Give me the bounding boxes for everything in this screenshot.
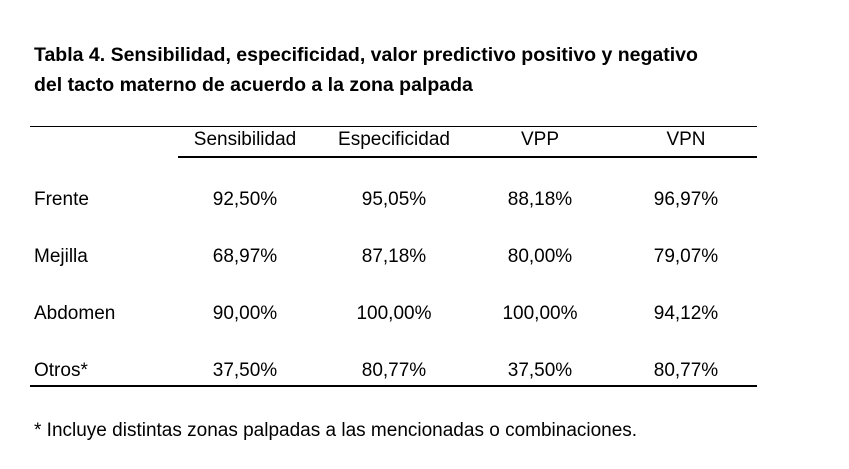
table-cell: 90,00%: [212, 303, 278, 324]
table-cell: 37,50%: [507, 360, 573, 381]
table-cell: 100,00%: [356, 303, 432, 324]
table-cell: 80,77%: [361, 360, 427, 381]
table-cell: 96,97%: [653, 189, 719, 210]
table-title: Tabla 4. Sensibilidad, especificidad, va…: [34, 40, 834, 100]
table-cell: 92,50%: [212, 189, 278, 210]
row-label-abdomen: Abdomen: [34, 303, 116, 324]
table-cell: 79,07%: [653, 246, 719, 267]
table-cell: 37,50%: [212, 360, 278, 381]
table-cell: 80,77%: [653, 360, 719, 381]
bottom-rule: [30, 385, 757, 387]
table-title-line-1: Tabla 4. Sensibilidad, especificidad, va…: [34, 44, 698, 66]
row-label-mejilla: Mejilla: [34, 246, 88, 267]
header-vpp: VPP: [520, 129, 560, 150]
table-title-line-2: del tacto materno de acuerdo a la zona p…: [34, 74, 473, 96]
table-cell: 94,12%: [653, 303, 719, 324]
table-cell: 87,18%: [361, 246, 427, 267]
top-rule: [30, 126, 757, 127]
footnote: * Incluye distintas zonas palpadas a las…: [34, 420, 638, 441]
table-cell: 95,05%: [361, 189, 427, 210]
row-label-frente: Frente: [34, 189, 89, 210]
row-label-otros: Otros*: [34, 360, 88, 381]
header-sensibilidad: Sensibilidad: [193, 129, 297, 150]
table-cell: 68,97%: [212, 246, 278, 267]
header-vpn: VPN: [666, 129, 706, 150]
table-cell: 88,18%: [507, 189, 573, 210]
table-cell: 80,00%: [507, 246, 573, 267]
header-especificidad: Especificidad: [338, 129, 450, 150]
header-rule: [178, 156, 757, 158]
table-cell: 100,00%: [502, 303, 578, 324]
